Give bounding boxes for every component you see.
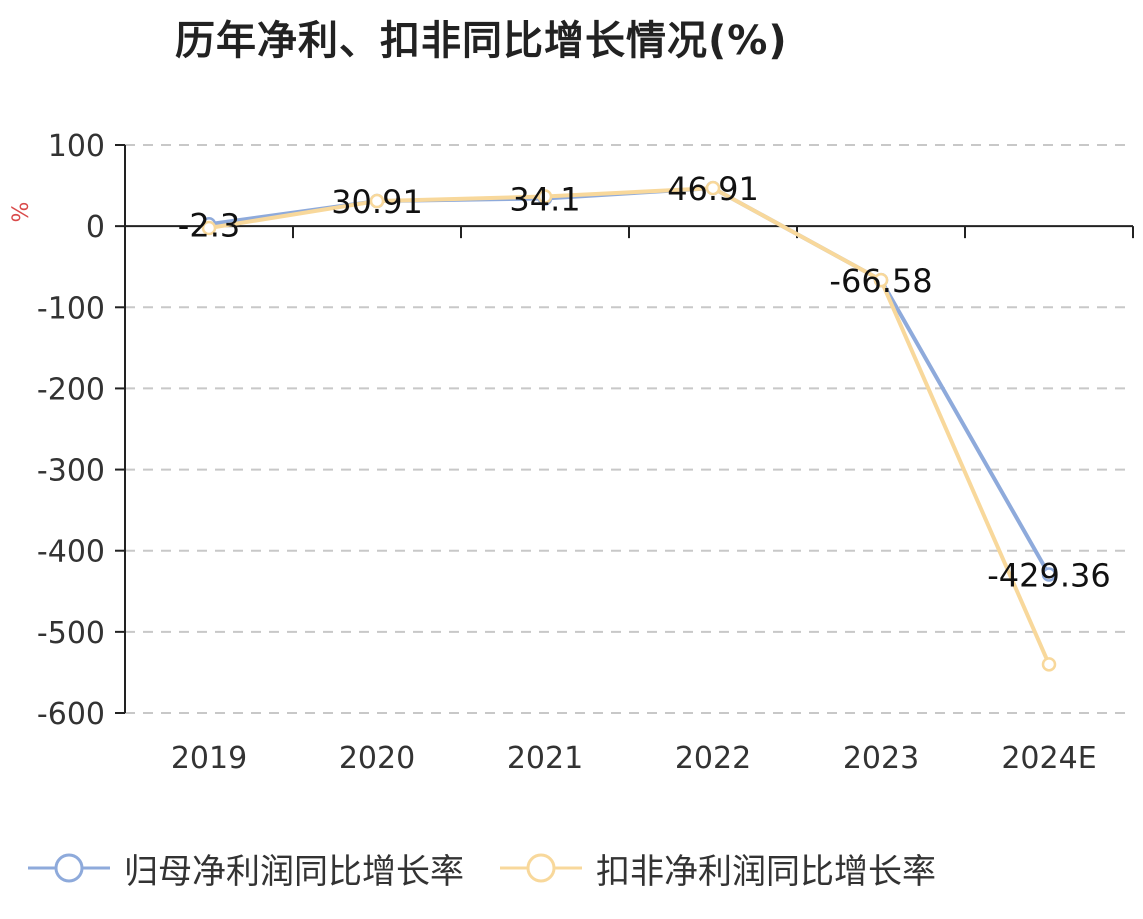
data-label: -429.36 [987, 557, 1111, 595]
series-line-2 [208, 186, 1051, 666]
legend-item-series1[interactable]: 归母净利润同比增长率 [28, 844, 464, 893]
x-tick-label: 2021 [507, 741, 583, 776]
y-tick-label: -400 [37, 535, 105, 570]
y-tick-label: -500 [37, 616, 105, 651]
data-label: 46.91 [667, 170, 759, 208]
y-tick-label: -300 [37, 454, 105, 489]
data-label-layer: -2.3 30.91 34.1 46.91 -66.58 -429.36 [178, 170, 1111, 594]
legend-label-series2: 扣非净利润同比增长率 [596, 851, 936, 892]
y-tick-label: -100 [37, 291, 105, 326]
data-label: 34.1 [509, 180, 580, 218]
y-tick-label: 0 [86, 210, 105, 245]
series-line-1 [208, 186, 1051, 576]
x-tick-label: 2019 [171, 741, 247, 776]
series-point-2 [873, 272, 889, 288]
legend-line-circle-icon [500, 853, 582, 883]
series-point-1 [1041, 567, 1057, 582]
series-point-2 [369, 193, 385, 209]
x-tick-label: 2020 [339, 741, 415, 776]
legend-line-circle-icon [28, 853, 110, 883]
data-label: 30.91 [331, 183, 423, 221]
series-layer [201, 180, 1057, 672]
y-tick-label: 100 [48, 129, 105, 164]
y-axis-label: % [9, 202, 34, 223]
legend-label-series1: 归母净利润同比增长率 [124, 851, 464, 892]
series-point-2 [537, 189, 553, 204]
series-point-2 [201, 220, 217, 236]
legend: 归母净利润同比增长率 扣非净利润同比增长率 [28, 838, 972, 898]
y-tick-label: -600 [37, 697, 105, 732]
series-point-2 [705, 180, 721, 196]
axis-layer: 100 0 -100 -200 -300 -400 -500 -600 2019 2020 2021… [37, 129, 1134, 776]
x-tick-label: 2023 [843, 741, 919, 776]
data-label: -2.3 [178, 206, 240, 244]
x-tick-label: 2022 [675, 741, 751, 776]
grid-layer [125, 144, 1133, 714]
line-chart: 100 0 -100 -200 -300 -400 -500 -600 2019 2020 2021… [9, 129, 1134, 776]
data-label: -66.58 [829, 262, 932, 300]
y-tick-label: -200 [37, 372, 105, 407]
series-point-2 [1041, 657, 1057, 672]
legend-item-series2[interactable]: 扣非净利润同比增长率 [500, 844, 936, 893]
x-tick-label: 2024E [1001, 741, 1096, 776]
chart-title: 历年净利、扣非同比增长情况(%) [175, 18, 788, 64]
